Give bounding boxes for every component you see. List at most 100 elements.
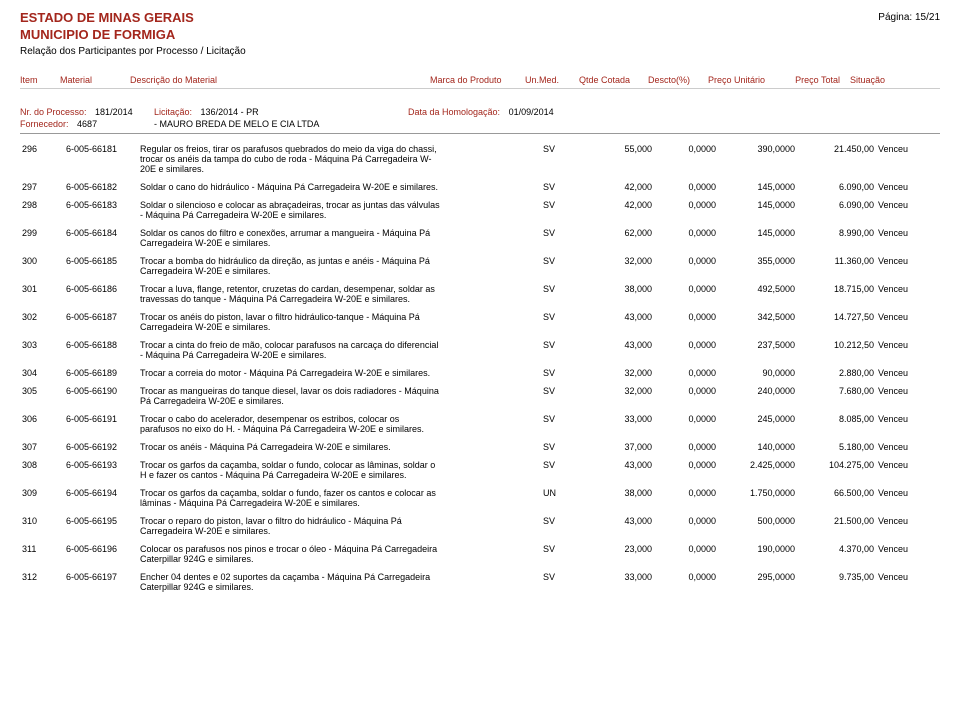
cell-unmed: SV: [541, 338, 590, 366]
table-row: 3066-005-66191Trocar o cabo do acelerado…: [20, 412, 940, 440]
cell-unmed: SV: [541, 440, 590, 458]
cell-qtde: 42,000: [590, 198, 654, 226]
cell-descricao: Trocar a luva, flange, retentor, cruzeta…: [138, 282, 442, 310]
table-row: 3056-005-66190Trocar as mangueiras do ta…: [20, 384, 940, 412]
cell-unit: 245,0000: [718, 412, 797, 440]
cell-situacao: Venceu: [876, 338, 940, 366]
processo-mid: Licitação: 136/2014 - PR - MAURO BREDA D…: [154, 107, 404, 129]
table-row: 3116-005-66196Colocar os parafusos nos p…: [20, 542, 940, 570]
cell-qtde: 62,000: [590, 226, 654, 254]
cell-unit: 500,0000: [718, 514, 797, 542]
licitacao-value: 136/2014 - PR: [195, 107, 259, 117]
data-table-body: 2966-005-66181Regular os freios, tirar o…: [20, 142, 940, 598]
cell-material: 6-005-66181: [64, 142, 138, 180]
cell-material: 6-005-66189: [64, 366, 138, 384]
col-descto: Descto(%): [630, 75, 690, 85]
cell-descto: 0,0000: [654, 440, 718, 458]
cell-qtde: 32,000: [590, 254, 654, 282]
processo-left: Nr. do Processo: 181/2014 Fornecedor: 46…: [20, 107, 150, 129]
cell-unmed: SV: [541, 310, 590, 338]
cell-item: 311: [20, 542, 64, 570]
cell-total: 2.880,00: [797, 366, 876, 384]
cell-item: 300: [20, 254, 64, 282]
cell-descricao: Regular os freios, tirar os parafusos qu…: [138, 142, 442, 180]
cell-material: 6-005-66192: [64, 440, 138, 458]
table-row: 3046-005-66189Trocar a correia do motor …: [20, 366, 940, 384]
page-number: Página: 15/21: [878, 10, 940, 23]
cell-descto: 0,0000: [654, 384, 718, 412]
cell-material: 6-005-66184: [64, 226, 138, 254]
cell-unmed: SV: [541, 514, 590, 542]
cell-item: 305: [20, 384, 64, 412]
cell-descto: 0,0000: [654, 542, 718, 570]
cell-descto: 0,0000: [654, 338, 718, 366]
cell-descricao: Trocar a bomba do hidráulico da direção,…: [138, 254, 442, 282]
cell-marca: [442, 226, 541, 254]
col-unit: Preço Unitário: [690, 75, 765, 85]
header-municipio: MUNICIPIO DE FORMIGA: [20, 27, 246, 42]
cell-unit: 355,0000: [718, 254, 797, 282]
cell-descricao: Trocar o reparo do piston, lavar o filtr…: [138, 514, 442, 542]
cell-situacao: Venceu: [876, 570, 940, 598]
cell-total: 8.990,00: [797, 226, 876, 254]
col-marca: Marca do Produto: [430, 75, 525, 85]
cell-descricao: Trocar os anéis - Máquina Pá Carregadeir…: [138, 440, 442, 458]
table-row: 3106-005-66195Trocar o reparo do piston,…: [20, 514, 940, 542]
cell-descricao: Soldar o cano do hidráulico - Máquina Pá…: [138, 180, 442, 198]
cell-descricao: Colocar os parafusos nos pinos e trocar …: [138, 542, 442, 570]
cell-total: 14.727,50: [797, 310, 876, 338]
cell-marca: [442, 180, 541, 198]
cell-situacao: Venceu: [876, 366, 940, 384]
cell-unit: 90,0000: [718, 366, 797, 384]
cell-total: 104.275,00: [797, 458, 876, 486]
cell-situacao: Venceu: [876, 440, 940, 458]
cell-descricao: Trocar a cinta do freio de mão, colocar …: [138, 338, 442, 366]
cell-total: 6.090,00: [797, 180, 876, 198]
cell-total: 9.735,00: [797, 570, 876, 598]
fornecedor-label: Fornecedor:: [20, 119, 69, 129]
cell-situacao: Venceu: [876, 180, 940, 198]
cell-item: 306: [20, 412, 64, 440]
cell-descto: 0,0000: [654, 226, 718, 254]
cell-material: 6-005-66191: [64, 412, 138, 440]
cell-marca: [442, 542, 541, 570]
cell-item: 312: [20, 570, 64, 598]
cell-total: 8.085,00: [797, 412, 876, 440]
cell-material: 6-005-66195: [64, 514, 138, 542]
cell-unit: 145,0000: [718, 198, 797, 226]
cell-situacao: Venceu: [876, 142, 940, 180]
cell-descricao: Trocar a correia do motor - Máquina Pá C…: [138, 366, 442, 384]
cell-marca: [442, 486, 541, 514]
cell-unmed: SV: [541, 412, 590, 440]
report-header: ESTADO DE MINAS GERAIS MUNICIPIO DE FORM…: [20, 10, 940, 57]
cell-material: 6-005-66196: [64, 542, 138, 570]
report-page: ESTADO DE MINAS GERAIS MUNICIPIO DE FORM…: [0, 0, 960, 618]
cell-unit: 2.425,0000: [718, 458, 797, 486]
cell-descto: 0,0000: [654, 198, 718, 226]
licitacao-label: Licitação:: [154, 107, 192, 117]
cell-material: 6-005-66190: [64, 384, 138, 412]
header-state: ESTADO DE MINAS GERAIS: [20, 10, 246, 25]
fornecedor-nome: - MAURO BREDA DE MELO E CIA LTDA: [154, 119, 319, 129]
cell-descricao: Trocar o cabo do acelerador, desempenar …: [138, 412, 442, 440]
fornecedor-code: 4687: [71, 119, 97, 129]
cell-item: 301: [20, 282, 64, 310]
header-report-title: Relação dos Participantes por Processo /…: [20, 46, 246, 57]
table-row: 3126-005-66197Encher 04 dentes e 02 supo…: [20, 570, 940, 598]
cell-descricao: Trocar os anéis do piston, lavar o filtr…: [138, 310, 442, 338]
cell-material: 6-005-66193: [64, 458, 138, 486]
cell-situacao: Venceu: [876, 412, 940, 440]
col-total: Preço Total: [765, 75, 840, 85]
cell-qtde: 55,000: [590, 142, 654, 180]
cell-situacao: Venceu: [876, 486, 940, 514]
cell-descto: 0,0000: [654, 514, 718, 542]
cell-item: 296: [20, 142, 64, 180]
cell-situacao: Venceu: [876, 226, 940, 254]
cell-qtde: 38,000: [590, 486, 654, 514]
cell-qtde: 33,000: [590, 412, 654, 440]
cell-unmed: SV: [541, 366, 590, 384]
cell-total: 21.450,00: [797, 142, 876, 180]
cell-marca: [442, 142, 541, 180]
cell-item: 297: [20, 180, 64, 198]
cell-total: 4.370,00: [797, 542, 876, 570]
